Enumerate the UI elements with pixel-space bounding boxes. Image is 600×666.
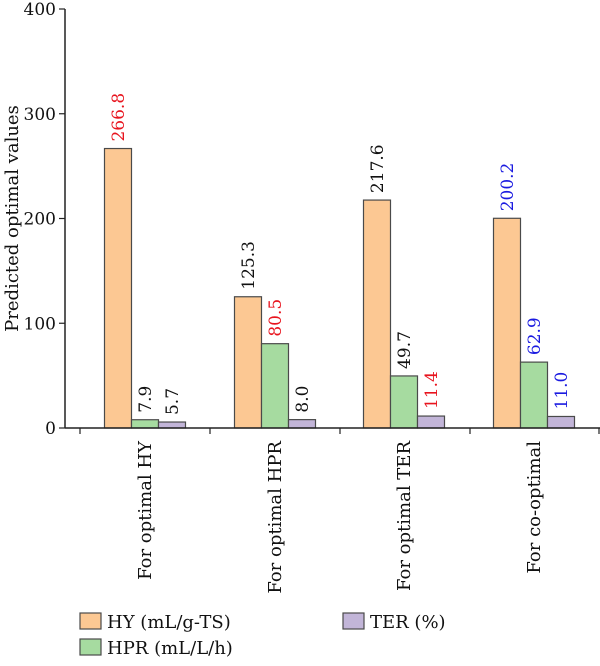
x-tick-label: For optimal TER [394,441,415,591]
bar [103,147,133,429]
y-tick-label: 300 [24,105,56,125]
data-label: 11.4 [422,371,442,409]
bar [492,217,522,429]
bars-layer [103,147,576,429]
bar [416,415,446,429]
bar [260,343,290,429]
data-label: 8.0 [293,386,313,413]
y-tick-label: 100 [24,314,56,334]
bar [362,199,392,429]
labels-layer: 266.8 125.3 217.6 200.2 7.9 80.5 49.7 62.9 5.7 8.… [109,93,572,415]
bar [233,296,263,429]
y-tick-label: 200 [24,210,56,230]
axes-layer: 0 100 200 300 400 Predicted optimal values For… [2,0,600,594]
legend-label: HPR (mL/L/h) [107,638,233,659]
y-axis-title: Predicted optimal values [2,105,23,332]
legend: HY (mL/g-TS) HPR (mL/L/h) TER (%) [79,612,446,659]
legend-swatch [342,612,365,630]
data-label: 49.7 [395,331,415,369]
y-tick-label: 0 [45,419,56,439]
data-label: 80.5 [266,299,286,337]
x-tick-label: For optimal HY [135,440,156,580]
bar [287,419,317,429]
bar [389,375,419,429]
data-label: 217.6 [368,144,388,193]
x-tick-label: For optimal HPR [265,441,286,594]
data-label: 200.2 [498,163,518,212]
bar [519,361,549,429]
legend-label: HY (mL/g-TS) [107,612,231,633]
data-label: 62.9 [525,317,545,355]
x-tick-label: For co-optimal [524,441,545,574]
legend-label: TER (%) [370,612,446,633]
y-tick-label: 400 [24,0,56,20]
data-label: 5.7 [163,388,183,415]
data-label: 266.8 [109,93,129,142]
data-label: 11.0 [552,372,572,410]
legend-swatch [79,612,102,630]
bar [130,419,160,429]
bar [546,415,576,429]
bar [157,421,187,429]
data-label: 7.9 [136,386,156,413]
legend-swatch [79,638,102,656]
data-label: 125.3 [239,241,259,290]
